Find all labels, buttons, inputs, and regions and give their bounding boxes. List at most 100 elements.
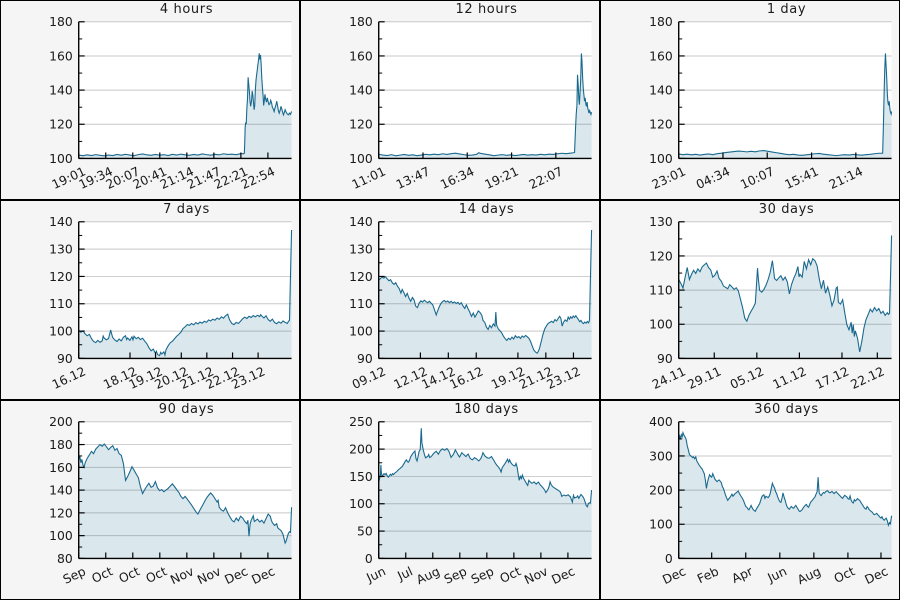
- chart-title-12-hours: 12 hours: [455, 2, 518, 17]
- y-tick-label: 140: [649, 84, 673, 98]
- x-tick-label: 22.12: [849, 364, 887, 392]
- y-tick-label: 200: [49, 415, 73, 429]
- x-tick-label: Dec: [249, 564, 277, 587]
- x-tick-label: 22:07: [527, 164, 565, 192]
- chart-title-1-day: 1 day: [766, 2, 807, 17]
- price-line: [378, 229, 593, 355]
- price-line: [378, 53, 593, 157]
- y-tick-label: 120: [49, 270, 73, 284]
- area-fill: [378, 428, 592, 559]
- y-tick-label: 250: [349, 415, 373, 429]
- x-tick-label: 05.12: [728, 364, 766, 392]
- x-tick-label: Jul: [395, 564, 415, 583]
- price-line: [678, 235, 893, 352]
- x-tick-label: 09.12: [350, 364, 388, 392]
- chart-panel-30-days: 30 days 90 100 110 120 130 24.11 29.11 05.12 11.…: [600, 200, 900, 400]
- x-tick-label: 24.11: [650, 364, 688, 392]
- chart-title-180-days: 180 days: [454, 402, 519, 417]
- chart-360-days: 0 100 200 300 400 Dec Feb Apr Jun Aug Oct Dec: [649, 415, 893, 587]
- chart-title-360-days: 360 days: [754, 402, 819, 417]
- y-tick-label: 100: [49, 325, 73, 339]
- y-tick-label: 200: [649, 484, 673, 498]
- y-tick-label: 100: [649, 318, 673, 332]
- y-tick-label: 100: [49, 529, 73, 543]
- y-tick-label: 130: [349, 243, 373, 257]
- chart-1-day: 100 120 140 160 180 23:01 04:34 10:07 15:41 21:14: [649, 15, 893, 192]
- x-tick-label: Jun: [765, 564, 789, 585]
- x-tick-label: Sep: [469, 564, 496, 587]
- chart-panel-90-days: 90 days 80 100 120 140 160 180 200 Sep Oct Oct Oct…: [0, 400, 300, 600]
- chart-panel-12-hours: 12 hours 100 120 140 160 180 11:01 13:47 16:34 1…: [300, 0, 600, 200]
- area-fill: [78, 230, 292, 359]
- y-tick-label: 180: [49, 438, 73, 452]
- chart-title-90-days: 90 days: [158, 402, 215, 417]
- x-tick-label: Sep: [442, 564, 469, 587]
- x-tick-label: 16:34: [438, 164, 476, 192]
- plot-area: [378, 421, 592, 559]
- x-tick-label: Feb: [695, 564, 721, 586]
- y-tick-label: 120: [649, 249, 673, 263]
- area-fill: [78, 443, 292, 559]
- x-tick-label: Oct: [144, 564, 169, 586]
- price-line: [678, 430, 893, 528]
- x-tick-label: Nov: [168, 564, 196, 587]
- x-tick-label: Dec: [863, 564, 891, 587]
- x-tick-label: 11:01: [350, 164, 388, 192]
- y-tick-label: 120: [49, 506, 73, 520]
- area-fill: [678, 235, 892, 359]
- x-tick-label: Sep: [61, 564, 88, 587]
- price-line: [378, 428, 593, 508]
- y-tick-label: 100: [349, 497, 373, 511]
- y-tick-label: 0: [365, 552, 373, 566]
- area-fill: [378, 230, 592, 359]
- x-tick-label: 21:14: [827, 164, 865, 192]
- area-fill: [678, 432, 892, 559]
- x-tick-label: Oct: [498, 564, 523, 586]
- y-tick-label: 110: [349, 297, 373, 311]
- chart-title-4-hours: 4 hours: [159, 2, 214, 17]
- y-tick-label: 400: [649, 415, 673, 429]
- y-tick-label: 180: [649, 15, 673, 29]
- y-tick-label: 100: [649, 152, 673, 166]
- y-tick-label: 100: [349, 152, 373, 166]
- x-tick-label: Oct: [117, 564, 142, 586]
- y-tick-label: 90: [357, 352, 373, 366]
- y-tick-label: 100: [349, 325, 373, 339]
- x-tick-label: 29.11: [685, 364, 723, 392]
- price-line: [78, 443, 293, 545]
- x-tick-label: Nov: [522, 564, 550, 587]
- x-tick-label: 16.12: [50, 364, 88, 392]
- chart-panel-180-days: 180 days 0 50 100 150 200 250 Jun Jul Aug Sep Sep O…: [300, 400, 600, 600]
- y-tick-label: 110: [49, 297, 73, 311]
- y-tick-label: 140: [49, 484, 73, 498]
- x-tick-label: Dec: [660, 564, 688, 587]
- x-tick-label: Nov: [195, 564, 223, 587]
- y-tick-label: 120: [349, 270, 373, 284]
- chart-title-7-days: 7 days: [163, 202, 210, 217]
- y-tick-label: 160: [49, 461, 73, 475]
- chart-panel-4-hours: 4 hours 100 120 140 160 180 19:01 19:34 20:07 20…: [0, 0, 300, 200]
- y-tick-label: 0: [665, 552, 673, 566]
- y-tick-label: 120: [349, 118, 373, 132]
- plot-area: [78, 221, 292, 359]
- x-tick-label: Jun: [364, 564, 388, 585]
- y-tick-label: 90: [657, 352, 673, 366]
- y-tick-label: 80: [57, 552, 73, 566]
- y-tick-label: 160: [49, 49, 73, 63]
- y-tick-label: 180: [49, 15, 73, 29]
- chart-panel-7-days: 7 days 90 100 110 120 130 140 16.12 18.12 19.12 2…: [0, 200, 300, 400]
- price-line: [78, 53, 293, 157]
- x-tick-label: 23:01: [650, 164, 688, 192]
- x-tick-label: Oct: [90, 564, 115, 586]
- y-tick-label: 90: [57, 352, 73, 366]
- price-line: [78, 229, 293, 358]
- plot-area: [378, 221, 592, 359]
- chart-12-hours: 100 120 140 160 180 11:01 13:47 16:34 19:21 22:07: [349, 15, 593, 192]
- chart-panel-1-day: 1 day 100 120 140 160 180 23:01 04:34 10:07 15:4…: [600, 0, 900, 200]
- area-fill: [78, 53, 292, 159]
